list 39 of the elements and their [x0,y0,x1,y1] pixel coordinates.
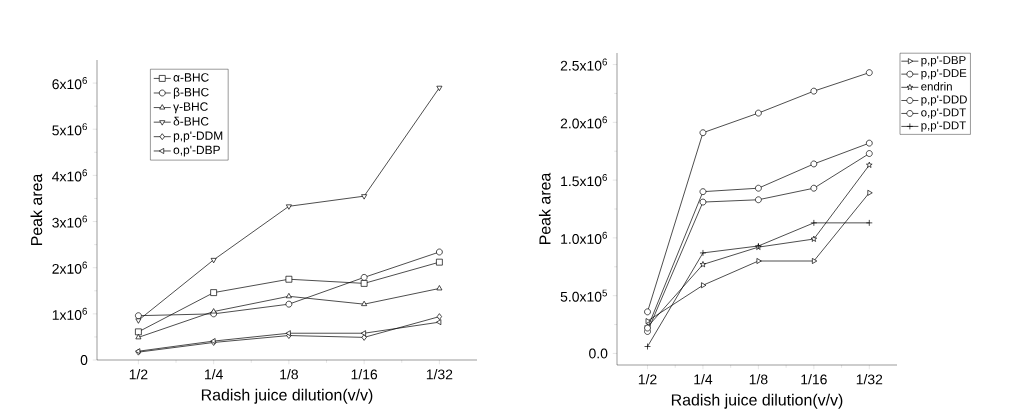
y-tick-label: 1.0x10$^{6}$ [561,231,607,244]
x-tick-label: 1/2 [129,369,148,380]
legend-label: p,p'-DDD [921,95,967,106]
y-tick-label: 2.0x10$^{6}$ [560,116,607,129]
x-tick-label: 1/8 [749,374,768,385]
y-tick-label: 3x10$^{6}$ [52,215,87,228]
x-tick-label: 1/16 [801,374,827,385]
x-tick-label: 1/8 [280,369,298,380]
legend-label: p,p'-DDM [173,131,223,143]
x-tick-label: 1/32 [856,374,883,385]
y-tick-label: 1x10$^{6}$ [52,307,87,320]
legend-label: o,p'-DDT [921,108,966,119]
legend-label: p,p'-DDE [921,69,967,80]
legend-label: o,p'-DBP [173,145,220,157]
y-axis-title: Peak area [30,173,43,246]
legend-label: α-BHC [173,73,209,82]
legend-label: δ-BHC [173,116,209,126]
x-tick-label: 1/32 [426,369,453,380]
y-tick-label: 2x10$^{6}$ [52,261,87,274]
x-tick-label: 1/4 [205,369,223,380]
legend-label: p,p'-DBP [921,56,966,67]
y-tick-label: 4x10$^{6}$ [52,169,87,182]
y-tick-label: 2.5x10$^{6}$ [560,58,607,71]
y-tick-label: 5.0x10$^{5}$ [560,289,607,302]
y-axis-title: Peak area [538,172,551,245]
legend-label: endrin [921,82,952,91]
legend-label: p,p'-DDT [921,121,966,132]
y-tick-label: 1.5x10$^{6}$ [561,174,607,187]
legend-label: β-BHC [173,87,209,99]
x-tick-label: 1/4 [694,374,713,385]
x-tick-label: 1/2 [638,374,657,385]
x-axis-title: Radish juice dilution(v/v) [671,393,843,409]
y-tick-label: 5x10$^{6}$ [52,123,87,136]
y-tick-label: 6x10$^{6}$ [52,77,87,90]
y-tick-label: 0 [80,355,88,365]
legend-label: γ-BHC [173,102,208,114]
y-tick-label: 0.0 [589,348,608,359]
x-tick-label: 1/16 [351,369,378,380]
x-axis-title: Radish juice dilution(v/v) [201,388,373,404]
